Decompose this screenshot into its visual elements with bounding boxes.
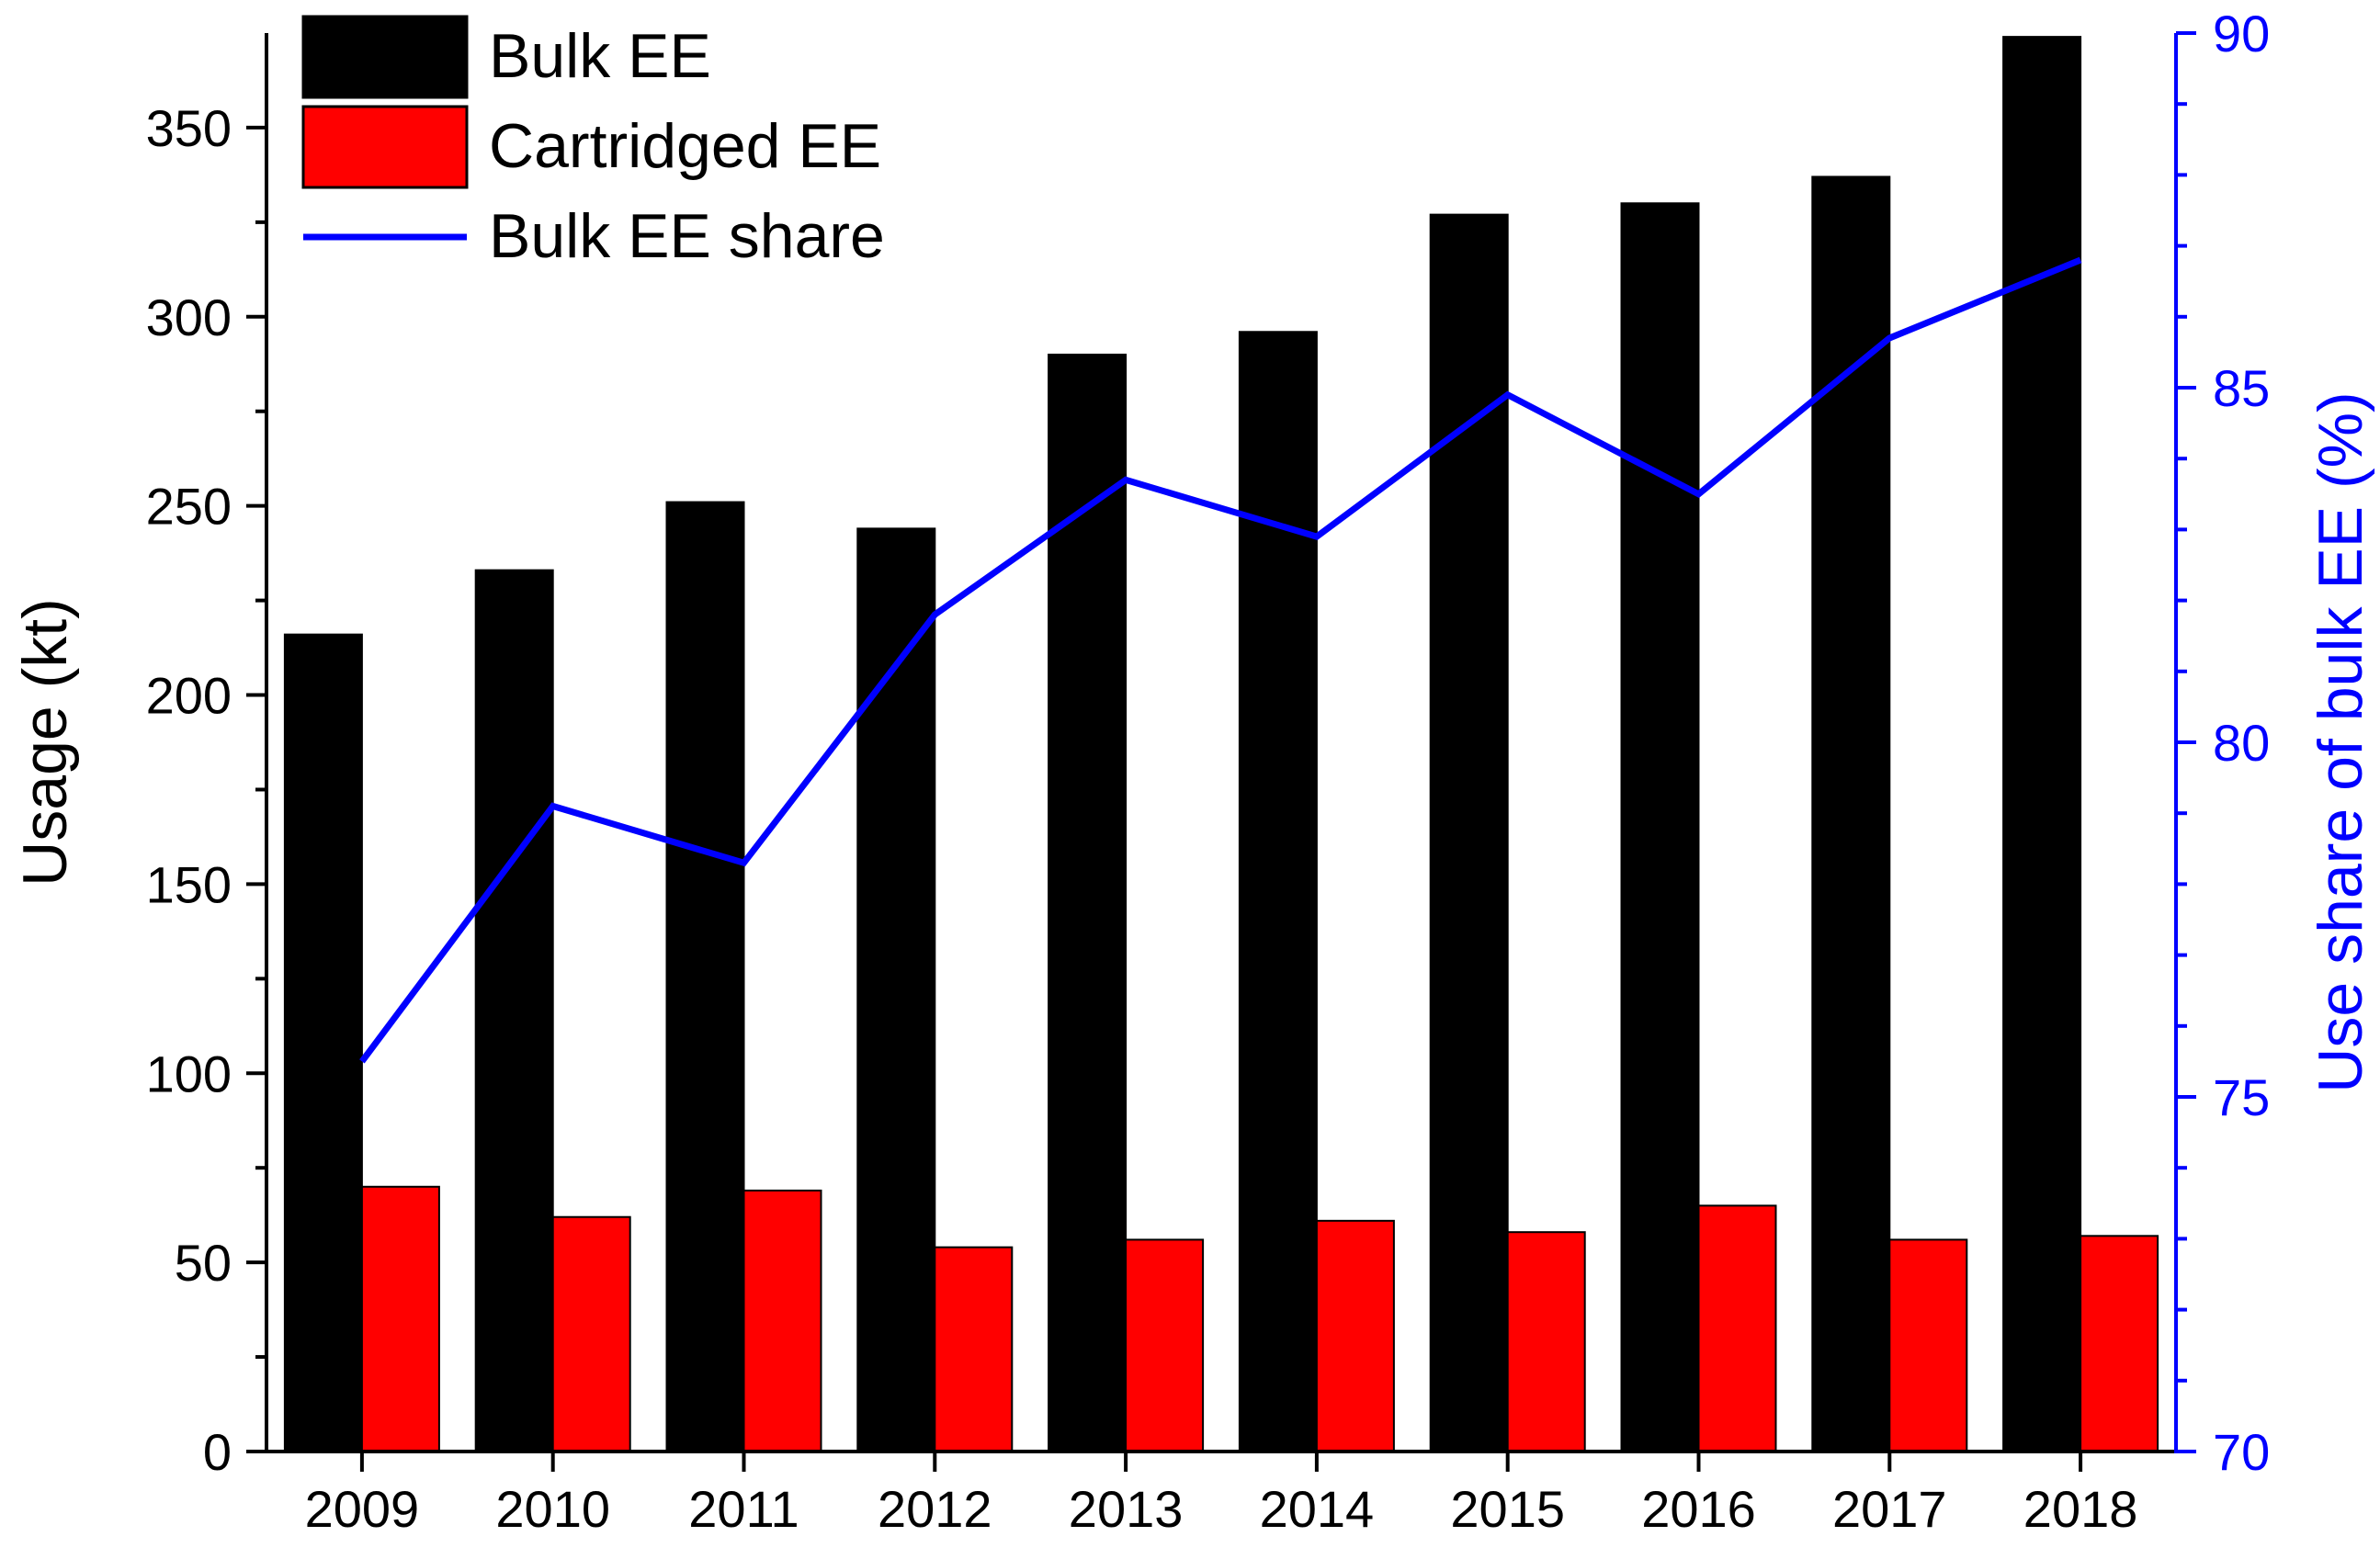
- x-tick-label-2010: 2010: [495, 1480, 610, 1538]
- left-tick-label: 150: [146, 855, 232, 913]
- bulk-ee-bars: [283, 36, 2082, 1453]
- x-tick-label-2017: 2017: [1832, 1480, 1947, 1538]
- x-tick-label-2018: 2018: [2023, 1480, 2138, 1538]
- cartridged-ee-bar-2012: [934, 1246, 1014, 1452]
- bulk-ee-bar-2013: [1048, 353, 1128, 1452]
- bulk-ee-bar-2016: [1620, 202, 1700, 1452]
- left-tick-label: 100: [146, 1045, 232, 1102]
- axes: 0 50 100 150 200 250 300 350 70 75 80 85 90 2009 2010 2…: [10, 5, 2375, 1538]
- bulk-ee-bar-2011: [665, 501, 745, 1452]
- x-tick-label-2012: 2012: [878, 1480, 992, 1538]
- x-tick-label-2011: 2011: [688, 1480, 799, 1538]
- legend-label-0: Bulk EE: [489, 21, 711, 91]
- legend-swatch-0: [301, 15, 469, 99]
- y-axis-title: Usage (kt): [10, 598, 80, 887]
- cartridged-ee-bars: [360, 1185, 2159, 1453]
- x-tick-label-2013: 2013: [1069, 1480, 1184, 1538]
- right-tick-label: 90: [2213, 5, 2270, 62]
- right-tick-label: 80: [2213, 714, 2270, 772]
- bulk-ee-bar-2018: [2002, 36, 2082, 1453]
- left-tick-label: 50: [175, 1234, 232, 1292]
- x-tick-label-2016: 2016: [1641, 1480, 1756, 1538]
- y-axis-title-right: Use share of bulk EE (%): [2306, 391, 2375, 1092]
- legend-label-2: Bulk EE share: [489, 201, 885, 271]
- bulk-ee-bar-2012: [856, 527, 936, 1452]
- legend-swatch-1: [301, 105, 469, 189]
- cartridged-ee-bar-2010: [551, 1215, 631, 1453]
- x-tick-label-2014: 2014: [1260, 1480, 1375, 1538]
- x-tick-label-2015: 2015: [1450, 1480, 1565, 1538]
- share-line-layer: [359, 256, 2082, 1064]
- bulk-ee-bar-2014: [1238, 331, 1318, 1453]
- left-tick-label: 300: [146, 288, 232, 346]
- bulk-ee-bar-2010: [474, 569, 554, 1452]
- left-tick-label: 350: [146, 99, 232, 157]
- cartridged-ee-bar-2016: [1697, 1204, 1777, 1452]
- cartridged-ee-bar-2011: [742, 1189, 822, 1453]
- x-tick-label-2009: 2009: [305, 1480, 420, 1538]
- bulk-ee-share-line: [359, 256, 2082, 1064]
- cartridged-ee-bar-2015: [1506, 1231, 1586, 1453]
- legend: Bulk EE Cartridged EE Bulk EE share: [301, 15, 885, 271]
- bulk-ee-bar-2009: [283, 633, 363, 1452]
- right-tick-label: 75: [2213, 1068, 2270, 1126]
- legend-label-1: Cartridged EE: [489, 111, 881, 181]
- cartridged-ee-bar-2014: [1315, 1219, 1395, 1452]
- cartridged-ee-bar-2018: [2080, 1235, 2159, 1453]
- left-tick-label: 0: [203, 1423, 232, 1481]
- right-tick-label: 70: [2213, 1423, 2270, 1481]
- cartridged-ee-bar-2017: [1888, 1238, 1968, 1452]
- left-tick-label: 250: [146, 478, 232, 536]
- cartridged-ee-bar-2013: [1125, 1238, 1205, 1452]
- right-tick-label: 85: [2213, 359, 2270, 417]
- cartridged-ee-bar-2009: [360, 1185, 440, 1452]
- left-tick-label: 200: [146, 667, 232, 725]
